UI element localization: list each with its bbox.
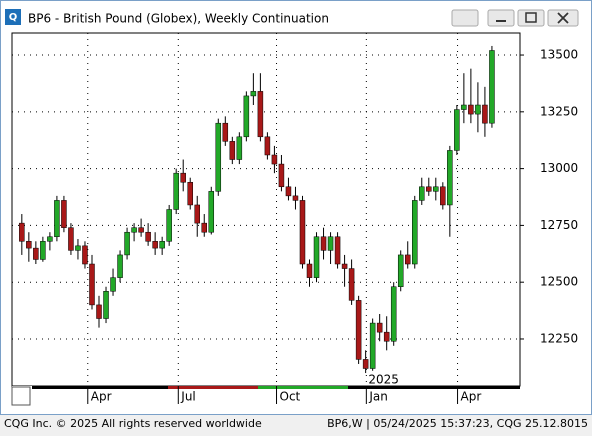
candle-body bbox=[117, 254, 123, 278]
candle-body bbox=[489, 50, 495, 124]
corner-box[interactable] bbox=[11, 386, 31, 406]
candle-body bbox=[187, 181, 193, 206]
candle-body bbox=[173, 172, 179, 210]
x-tick-label: Jan bbox=[368, 390, 388, 404]
candle-body bbox=[271, 154, 278, 165]
close-icon bbox=[557, 12, 569, 24]
link-button[interactable] bbox=[451, 9, 479, 27]
candle-body bbox=[334, 236, 341, 265]
candle-body bbox=[145, 231, 151, 242]
candle-body bbox=[390, 286, 397, 342]
y-tick-label: 13500 bbox=[540, 48, 578, 62]
candle-body bbox=[419, 186, 425, 201]
candle-body bbox=[96, 304, 102, 319]
candle-body bbox=[313, 236, 320, 278]
candle-body bbox=[40, 241, 46, 260]
candle-body bbox=[475, 104, 481, 115]
candle-body bbox=[180, 172, 186, 183]
candle-body bbox=[327, 236, 334, 251]
candle-body bbox=[404, 254, 411, 265]
candle-body bbox=[397, 254, 404, 287]
candle-body bbox=[355, 300, 362, 360]
window-title: BP6 - British Pound (Globex), Weekly Con… bbox=[28, 12, 329, 26]
candle-body bbox=[454, 109, 460, 151]
maximize-button[interactable] bbox=[517, 9, 545, 27]
x-axis-strip bbox=[12, 386, 520, 406]
candle-body bbox=[54, 200, 60, 238]
candle-body bbox=[306, 263, 313, 278]
candle-body bbox=[75, 245, 81, 251]
strip-seg bbox=[258, 386, 348, 389]
candle-body bbox=[433, 186, 439, 192]
minimize-button[interactable] bbox=[487, 9, 515, 27]
candle-body bbox=[292, 195, 299, 201]
candle-body bbox=[369, 322, 376, 369]
candle-body bbox=[264, 136, 271, 156]
candle-body bbox=[440, 186, 446, 206]
candle-body bbox=[257, 91, 264, 138]
candle-body bbox=[426, 186, 432, 192]
candle-body bbox=[299, 200, 306, 265]
candle-body bbox=[110, 277, 116, 292]
strip-seg bbox=[32, 386, 168, 389]
candle-body bbox=[243, 95, 250, 138]
candle-body bbox=[19, 222, 25, 242]
candle-body bbox=[61, 200, 67, 228]
candle-body bbox=[348, 268, 355, 301]
y-tick-label: 13250 bbox=[540, 104, 578, 118]
footer-right: BP6,W | 05/24/2025 15:37:23, CQG 25.12.8… bbox=[327, 417, 588, 430]
chart: 12250 12500 12750 13000 13250 13500 Apr Jul Oct J… bbox=[12, 33, 578, 404]
strip-seg bbox=[348, 386, 520, 389]
candle-body bbox=[229, 141, 236, 160]
candle-body bbox=[215, 122, 222, 192]
candle-body bbox=[124, 231, 130, 256]
candle-body bbox=[278, 163, 285, 188]
candle-body bbox=[468, 104, 474, 115]
candle-body bbox=[131, 227, 137, 233]
y-tick-label: 12500 bbox=[540, 275, 578, 289]
candle-body bbox=[285, 186, 292, 197]
footer-left: CQG Inc. © 2025 All rights reserved worl… bbox=[4, 417, 262, 430]
candle-body bbox=[138, 227, 144, 233]
app-icon-letter: Q bbox=[9, 12, 18, 23]
y-tick-label: 13000 bbox=[540, 161, 578, 175]
candle-body bbox=[26, 241, 32, 249]
candle-body bbox=[412, 200, 418, 265]
candle-body bbox=[166, 209, 172, 242]
candle-body bbox=[341, 263, 348, 269]
year-label: 2025 bbox=[368, 373, 399, 387]
candle-body bbox=[376, 322, 383, 333]
candle-body bbox=[159, 241, 165, 249]
strip-seg bbox=[168, 386, 258, 389]
y-tick-label: 12750 bbox=[540, 218, 578, 232]
candle-body bbox=[222, 122, 229, 142]
x-tick-label: Oct bbox=[280, 390, 301, 404]
plot-area bbox=[11, 32, 521, 387]
x-tick-label: Apr bbox=[461, 390, 482, 404]
candle-body bbox=[236, 136, 243, 160]
candle-body bbox=[47, 236, 53, 242]
candle-body bbox=[320, 236, 327, 251]
y-tick-label: 12250 bbox=[540, 331, 578, 345]
candle-body bbox=[33, 247, 39, 260]
app-icon bbox=[5, 9, 21, 25]
candle-body bbox=[461, 104, 467, 110]
candle-body bbox=[362, 359, 369, 369]
candle-body bbox=[482, 104, 488, 124]
candle-body bbox=[82, 245, 88, 265]
x-tick-label: Jul bbox=[180, 390, 195, 404]
candle-body bbox=[250, 91, 257, 97]
candle-body bbox=[103, 291, 109, 319]
candle-body bbox=[152, 241, 158, 249]
maximize-icon bbox=[525, 12, 537, 23]
candle-body bbox=[68, 227, 74, 251]
candle-body bbox=[208, 191, 215, 233]
candle-body bbox=[201, 222, 208, 233]
candle-body bbox=[447, 150, 453, 206]
x-tick-label: Apr bbox=[91, 390, 112, 404]
candle-body bbox=[194, 204, 200, 224]
candle-body bbox=[383, 331, 390, 342]
candle-body bbox=[89, 263, 95, 306]
